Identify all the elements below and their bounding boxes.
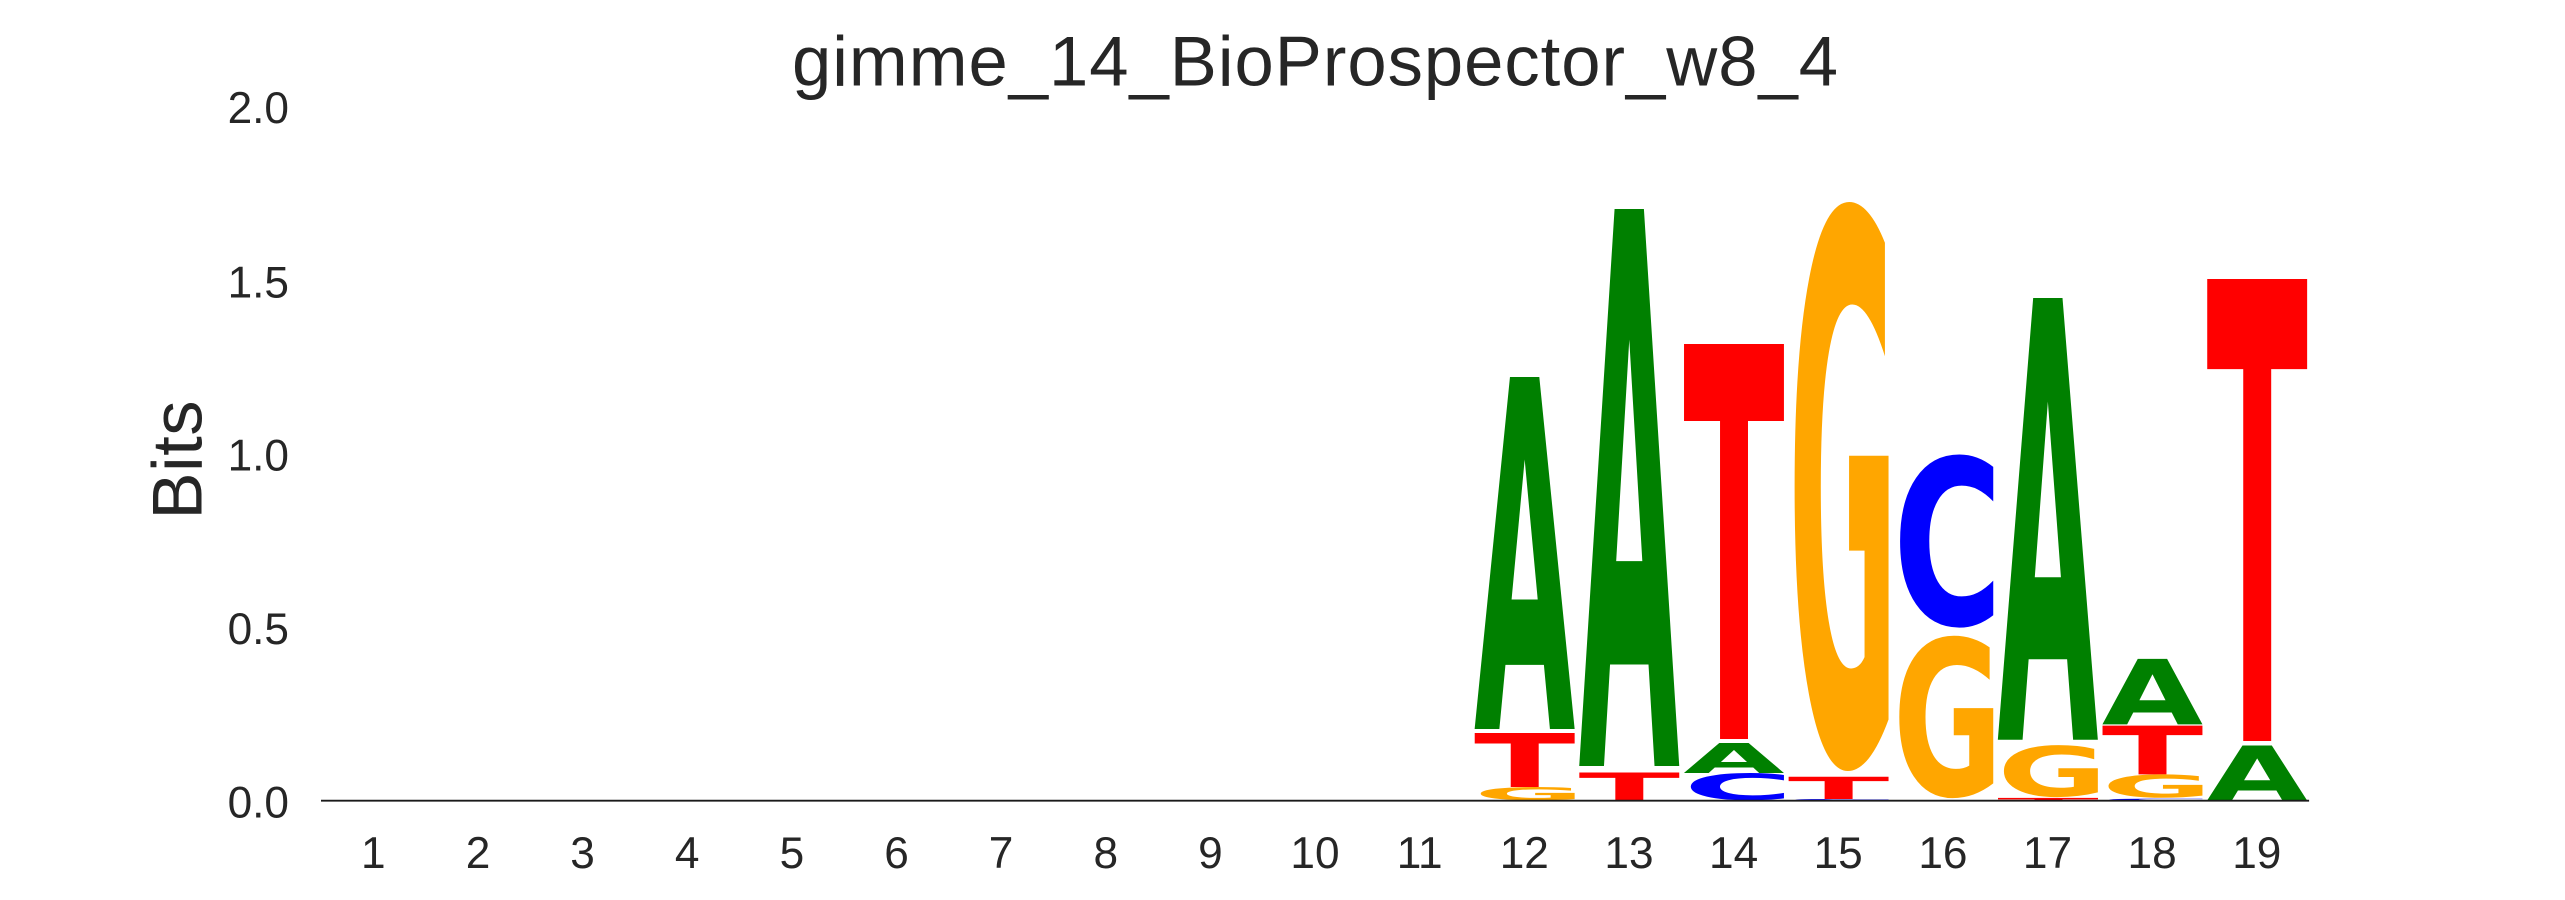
svg-text:0.0: 0.0 [228,779,289,828]
svg-text:8: 8 [1094,829,1119,878]
svg-text:7: 7 [989,829,1014,878]
svg-text:2: 2 [466,829,491,878]
svg-text:5: 5 [780,829,805,878]
svg-text:gimme_14_BioProspector_w8_4: gimme_14_BioProspector_w8_4 [792,22,1838,101]
svg-text:1: 1 [361,829,386,878]
svg-text:18: 18 [2128,829,2177,878]
svg-text:17: 17 [2023,829,2072,878]
svg-text:6: 6 [884,829,909,878]
svg-text:1.0: 1.0 [228,432,289,481]
svg-text:0.5: 0.5 [228,605,289,654]
svg-text:3: 3 [570,829,595,878]
svg-text:16: 16 [1918,829,1967,878]
svg-text:12: 12 [1500,829,1549,878]
svg-text:2.0: 2.0 [228,84,289,133]
svg-text:4: 4 [675,829,700,878]
svg-text:13: 13 [1604,829,1653,878]
svg-text:14: 14 [1709,829,1758,878]
svg-text:10: 10 [1290,829,1339,878]
svg-text:1.5: 1.5 [228,259,289,308]
svg-text:19: 19 [2232,829,2281,878]
svg-text:9: 9 [1198,829,1223,878]
svg-text:15: 15 [1814,829,1863,878]
svg-text:11: 11 [1397,829,1443,878]
svg-text:Bits: Bits [137,401,216,520]
